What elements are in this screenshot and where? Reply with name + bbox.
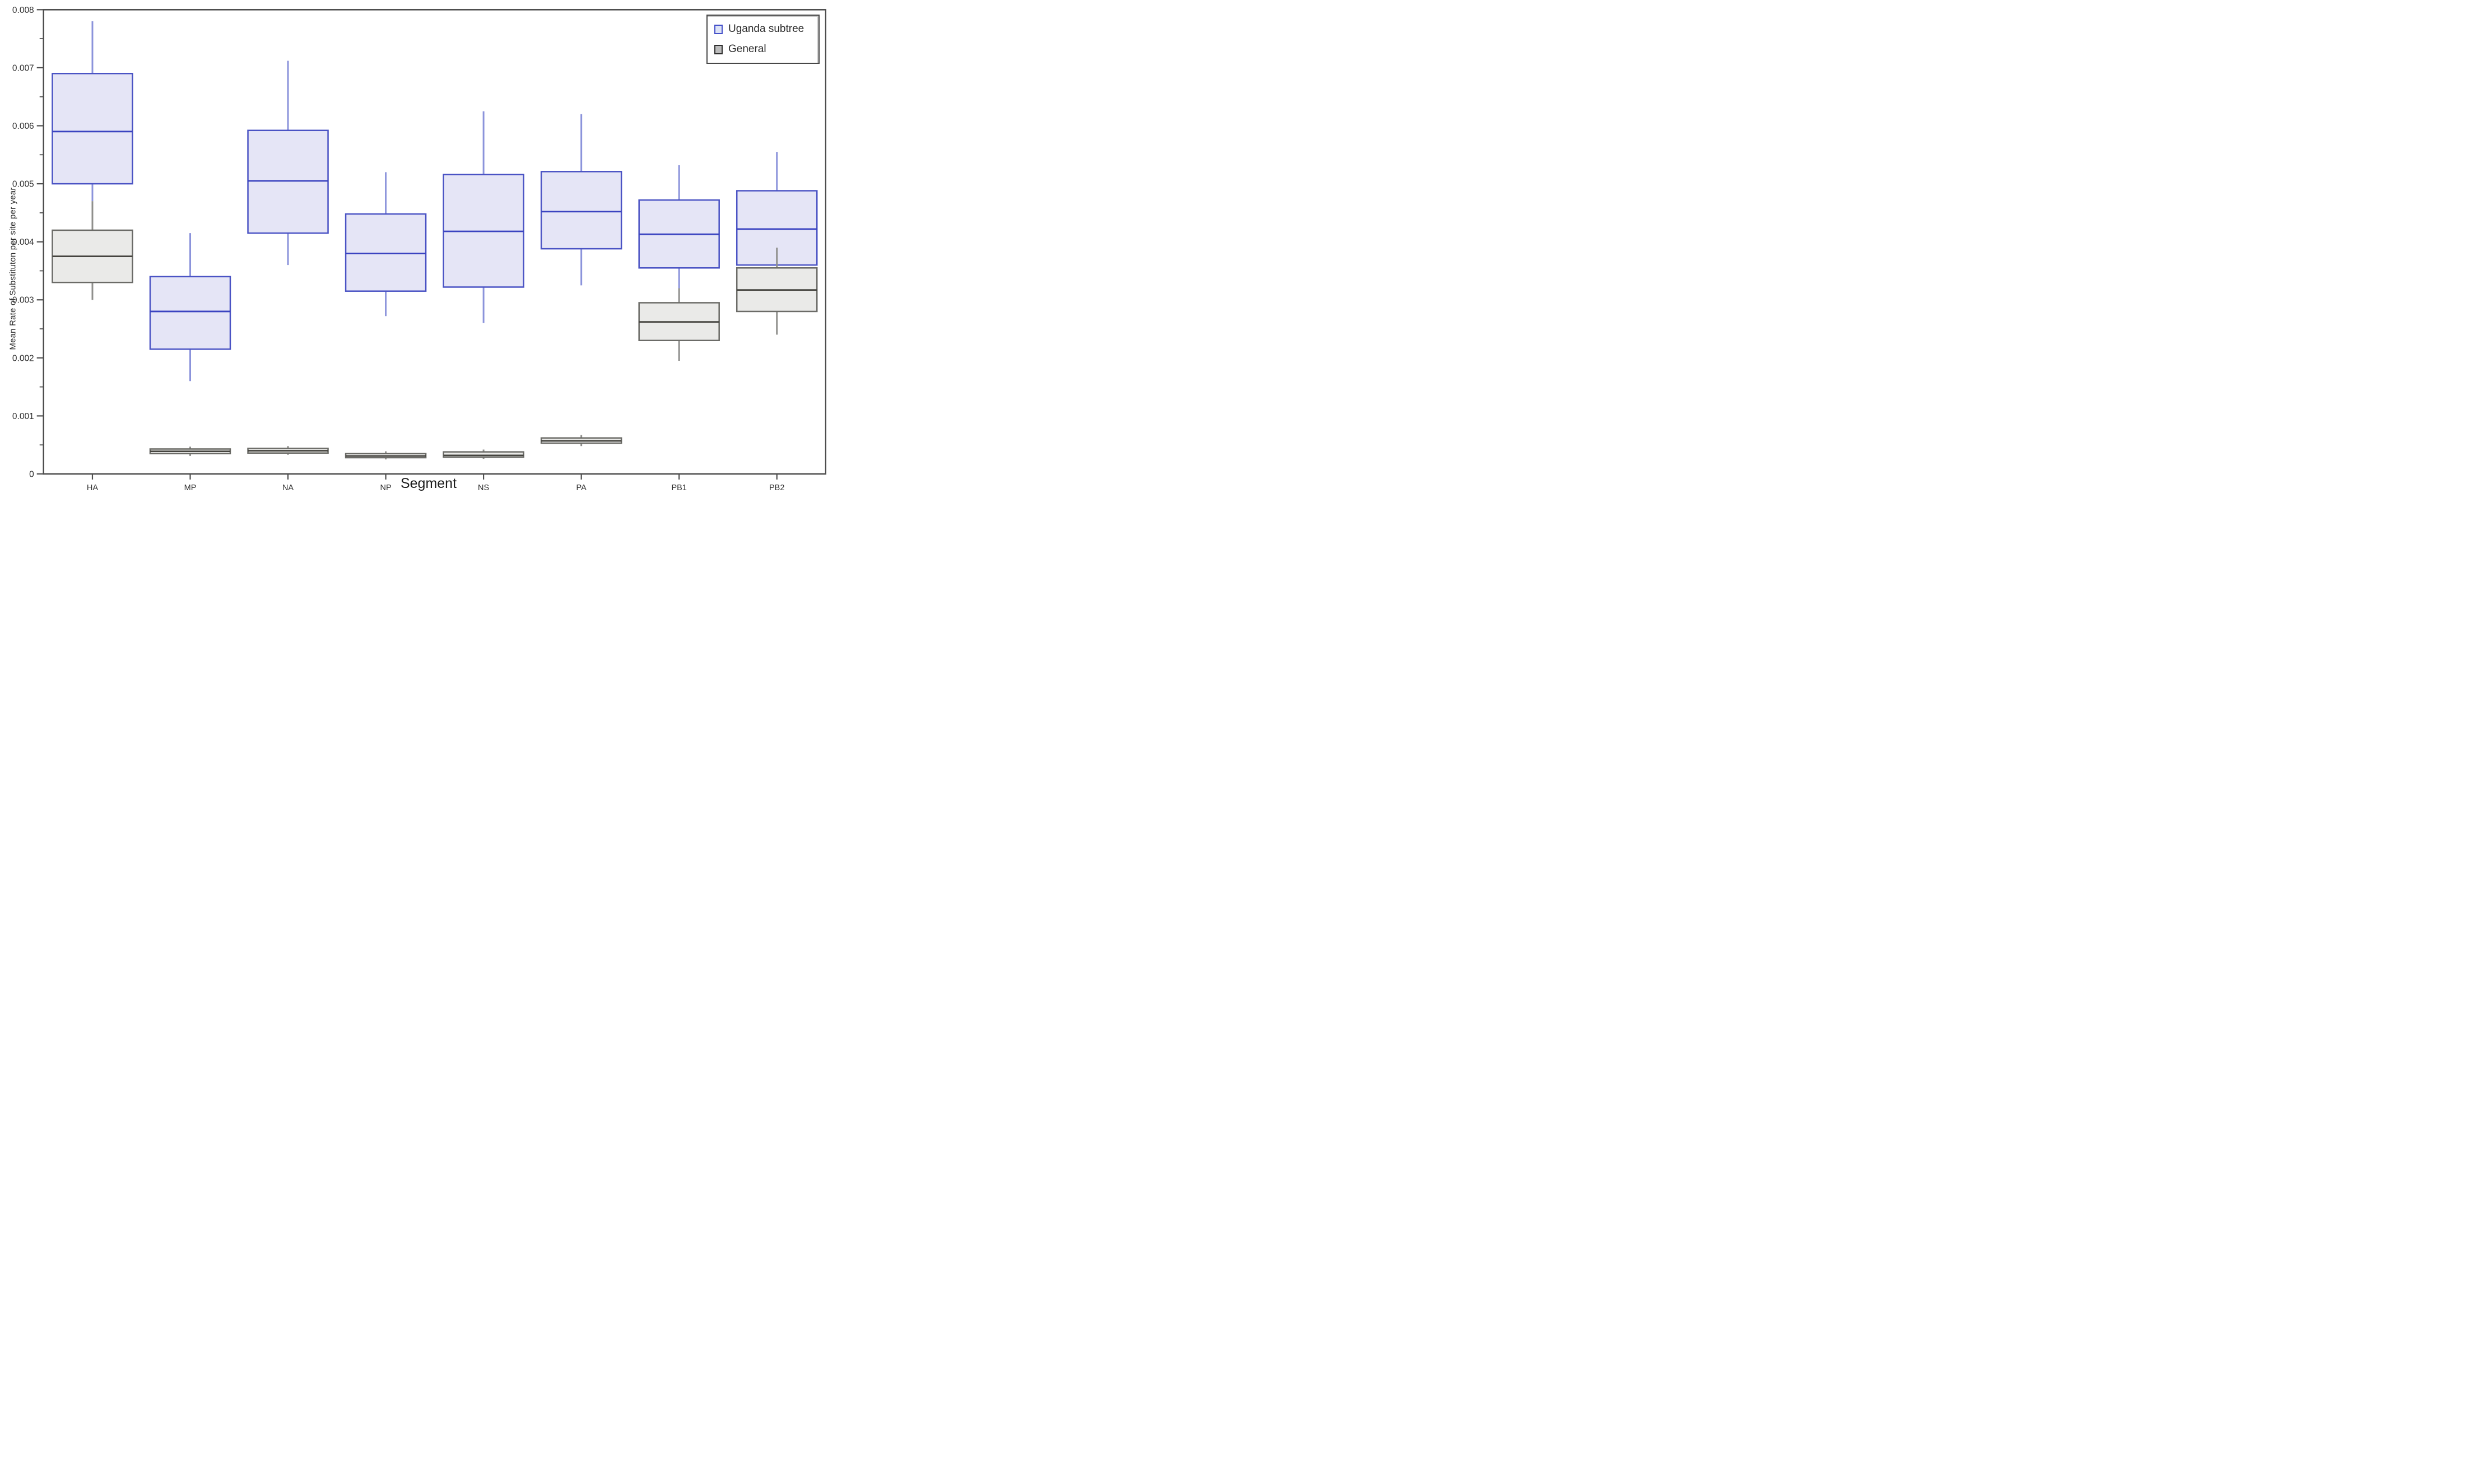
box-PA-general [540,435,622,446]
box-NS-uganda-subtree [443,111,524,323]
x-axis-title: Segment [400,476,457,491]
general-swatch-icon [714,44,723,54]
box-NP-uganda-subtree [345,172,427,317]
y-tick-label: 0 [29,470,34,480]
box-NP-general [345,451,427,460]
iqr-box [52,72,133,185]
legend-label: Uganda subtree [728,23,804,35]
legend-item-general: General [714,43,812,55]
y-tick-label: 0.004 [12,238,34,247]
plot-area: 0 0.001 0.002 0.003 0.004 0.005 0.006 0.007 0.00… [12,6,826,492]
y-tick-label: 0.001 [12,412,34,421]
y-tick-label: 0.007 [12,63,34,73]
iqr-box [345,213,427,292]
x-tick-label: PB2 [769,483,784,492]
x-tick-label: NP [380,483,392,492]
x-tick-label: NA [282,483,294,492]
iqr-box [247,129,329,234]
legend-item-uganda-subtree: Uganda subtree [714,23,812,35]
box-PB1-uganda-subtree [638,165,720,289]
box-NA-general [247,446,329,455]
x-tick-label: NS [478,483,489,492]
y-tick-label: 0.003 [12,296,34,305]
x-tick-label: MP [184,483,197,492]
box-NA-uganda-subtree [247,61,329,266]
box-PB1-general [638,288,720,361]
box-MP-uganda-subtree [149,233,231,382]
y-tick-label: 0.008 [12,6,34,15]
box-NS-general [443,449,524,459]
iqr-box [149,276,231,350]
box-PA-uganda-subtree [540,114,622,286]
legend-label: General [728,43,766,55]
iqr-box [443,451,524,458]
x-tick-label: PB1 [671,483,686,492]
box-HA-general [52,201,133,300]
x-tick-label: PA [576,483,587,492]
iqr-box [540,171,622,250]
y-tick-label: 0.002 [12,353,34,363]
box-PB2-general [736,248,818,335]
legend: Uganda subtree General [706,15,820,64]
uganda-subtree-swatch-icon [714,24,723,34]
boxplot-figure: 0 0.001 0.002 0.003 0.004 0.005 0.006 0.007 0.00… [0,0,826,495]
y-axis-title: Mean Rate of Substituton per site per ye… [8,187,18,350]
y-tick-label: 0.006 [12,122,34,131]
box-HA-uganda-subtree [52,21,133,202]
x-tick-label: HA [87,483,98,492]
box-MP-general [149,446,231,456]
y-tick-label: 0.005 [12,180,34,189]
